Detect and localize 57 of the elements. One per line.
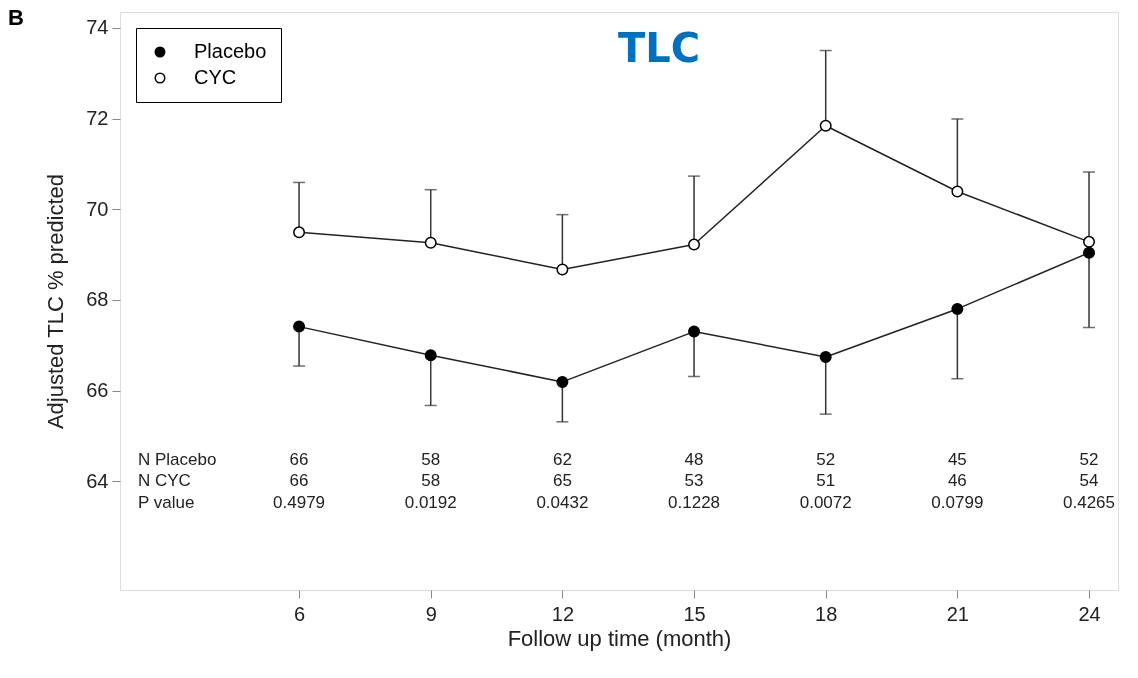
y-tick-label: 72 [86,107,109,130]
annotation: 0.0799 [931,493,984,512]
annotation: 46 [947,471,967,490]
annotation: 52 [1079,450,1099,469]
x-tick-label: 15 [683,602,706,625]
annotation: 0.1228 [668,493,721,512]
annotation: 58 [421,471,441,490]
point [424,349,437,362]
annotation: 45 [947,450,967,469]
point [556,263,569,276]
annotation: 62 [552,450,572,469]
annotation: N CYC [138,471,191,490]
point [951,185,964,198]
point [1083,235,1096,248]
annotation: 58 [421,450,441,469]
annotation: 48 [684,450,704,469]
point [424,236,437,249]
point [1083,246,1096,259]
point [819,351,832,363]
annotation: 0.0192 [404,493,457,512]
annotation: 65 [552,471,572,490]
legend-label: CYC [194,66,237,88]
annotation: 51 [816,471,836,490]
text: B [8,5,24,30]
point [293,226,306,239]
x-tick-label: 21 [946,602,969,625]
point [688,238,701,251]
y-tick-label: 74 [86,16,109,39]
y-tick-label: 66 [86,379,109,402]
annotation: 54 [1079,471,1099,490]
y-tick-label: 64 [86,469,109,492]
annotation: P value [138,493,195,512]
point [688,325,701,338]
y-tick-label: 68 [86,288,109,311]
annotation: 0.0072 [799,493,852,512]
annotation: 0.4979 [273,493,326,512]
point [556,375,569,388]
x-axis-title: Follow up time (month) [507,625,732,651]
annotation: 0.0432 [536,493,589,512]
y-tick-label: 70 [86,197,109,220]
annotation: 66 [289,450,309,469]
x-tick-label: 6 [294,602,306,625]
y-axis-title: Adjusted TLC % predicted [43,173,69,430]
x-tick-label: 24 [1078,602,1101,625]
point [819,119,832,132]
annotation: 0.4265 [1063,493,1116,512]
x-tick-label: 9 [425,602,437,625]
legend-label: Placebo [194,40,267,62]
annotation: N Placebo [138,450,217,469]
annotation: 52 [816,450,836,469]
chart-title: TLC [617,25,701,71]
annotation: 66 [289,471,309,490]
annotation: 53 [684,471,704,490]
point [951,302,964,315]
point [293,320,306,333]
x-tick-label: 12 [551,602,575,625]
x-tick-label: 18 [815,602,838,625]
